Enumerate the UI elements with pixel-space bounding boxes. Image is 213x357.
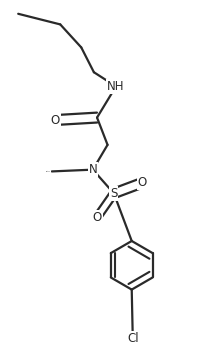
Text: S: S [110,187,118,200]
Text: O: O [50,114,60,126]
Text: methyl: methyl [46,171,51,172]
Text: Cl: Cl [127,332,139,345]
Text: O: O [138,176,147,189]
Text: NH: NH [107,80,125,93]
Text: N: N [88,163,97,176]
Text: O: O [92,211,102,224]
